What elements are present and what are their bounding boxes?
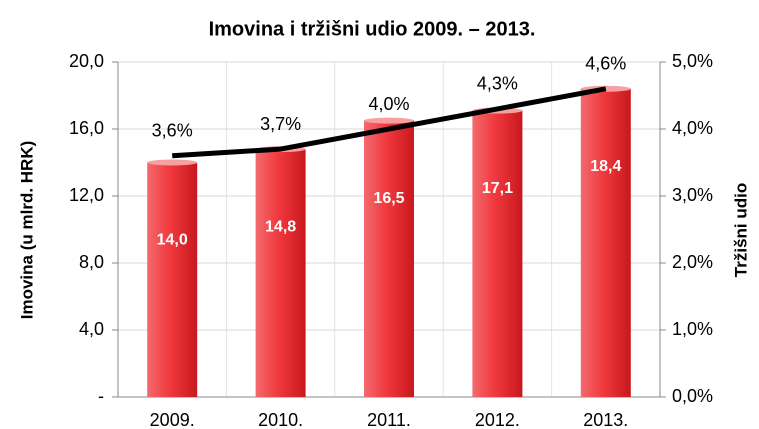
x-tick-label: 2013.: [583, 410, 628, 429]
x-tick-label: 2009.: [150, 410, 195, 429]
bar-cap: [364, 117, 414, 124]
y-tick-label: 16,0: [69, 118, 104, 138]
x-tick-label: 2012.: [475, 410, 520, 429]
bar-value-label: 14,8: [265, 218, 296, 235]
bar-value-label: 18,4: [590, 158, 621, 175]
bar: [255, 149, 306, 397]
x-tick-label: 2010.: [258, 410, 303, 429]
line-value-label: 3,6%: [152, 121, 193, 141]
bar-value-label: 14,0: [157, 232, 188, 249]
line-value-label: 4,6%: [585, 54, 626, 74]
x-tick-label: 2011.: [367, 410, 411, 429]
y-tick-label: 4,0: [79, 319, 104, 339]
bar-value-label: 17,1: [482, 180, 513, 197]
line-value-label: 3,7%: [260, 114, 301, 134]
y-axis-label: Imovina (u mlrd. HRK): [17, 141, 36, 320]
bar: [472, 110, 523, 397]
y-tick-label: 20,0: [69, 51, 104, 71]
y2-axis-label: Tržišni udio: [731, 183, 750, 277]
line: [172, 86, 607, 159]
bar: [147, 162, 198, 397]
y2-tick-label: 3,0%: [672, 185, 713, 205]
y2-tick-label: 0,0%: [672, 386, 713, 406]
y-tick-label: 8,0: [79, 252, 104, 272]
line-value-label: 4,3%: [477, 74, 518, 94]
y2-tick-label: 1,0%: [672, 319, 713, 339]
bar-cap: [147, 159, 198, 166]
bar: [580, 88, 631, 398]
y2-tick-label: 2,0%: [672, 252, 713, 272]
bar-value-label: 16,5: [373, 190, 404, 207]
line-value-label: 4,0%: [368, 94, 409, 114]
y-tick-label: 12,0: [69, 185, 104, 205]
y2-tick-label: 4,0%: [672, 118, 713, 138]
y2-tick-label: 5,0%: [672, 51, 713, 71]
y-tick-label: -: [98, 386, 104, 406]
bar: [364, 120, 414, 397]
chart-title: Imovina i tržišni udio 2009. – 2013.: [209, 18, 536, 40]
